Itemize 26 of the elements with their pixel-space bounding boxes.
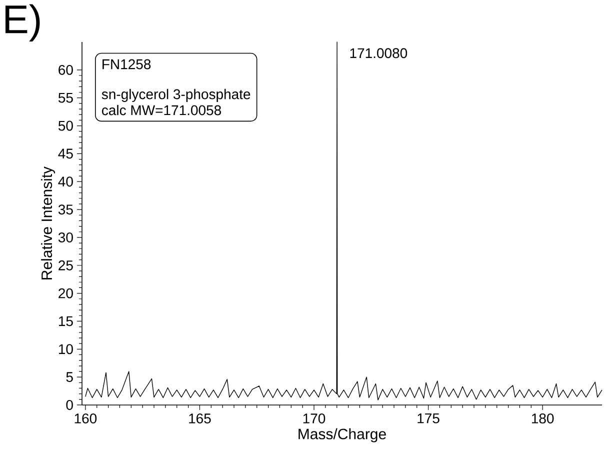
x-tick-label: 180 (532, 414, 554, 424)
y-tick-label: 45 (58, 148, 73, 159)
y-tick-label: 55 (58, 92, 73, 103)
annotation: sn-glycerol 3-phosphate (102, 88, 250, 102)
y-axis-title: Relative Intensity (41, 166, 56, 280)
x-tick-label: 160 (74, 414, 97, 424)
annotation: FN1258 (102, 59, 151, 70)
y-tick-label: 30 (58, 232, 73, 242)
annotation: calc MW=171.0058 (102, 104, 222, 116)
annotation: 171.0080 (350, 48, 408, 58)
y-tick-label: 15 (58, 316, 73, 326)
x-tick-label: 170 (303, 414, 326, 424)
x-tick-label: 175 (418, 414, 440, 424)
y-tick-label: 60 (58, 64, 73, 75)
x-axis-title: Mass/Charge (298, 428, 386, 442)
y-tick-label: 50 (58, 120, 73, 131)
y-tick-label: 40 (58, 176, 73, 187)
line-series (85, 42, 602, 400)
y-tick-label: 10 (58, 344, 73, 354)
chart-title: E) (5, 4, 40, 42)
y-tick-label: 5 (66, 372, 73, 382)
y-tick-label: 25 (58, 260, 73, 270)
x-tick-label: 165 (189, 414, 211, 424)
y-tick-label: 0 (66, 400, 73, 410)
y-tick-label: 35 (58, 204, 73, 214)
y-tick-label: 20 (58, 288, 73, 298)
